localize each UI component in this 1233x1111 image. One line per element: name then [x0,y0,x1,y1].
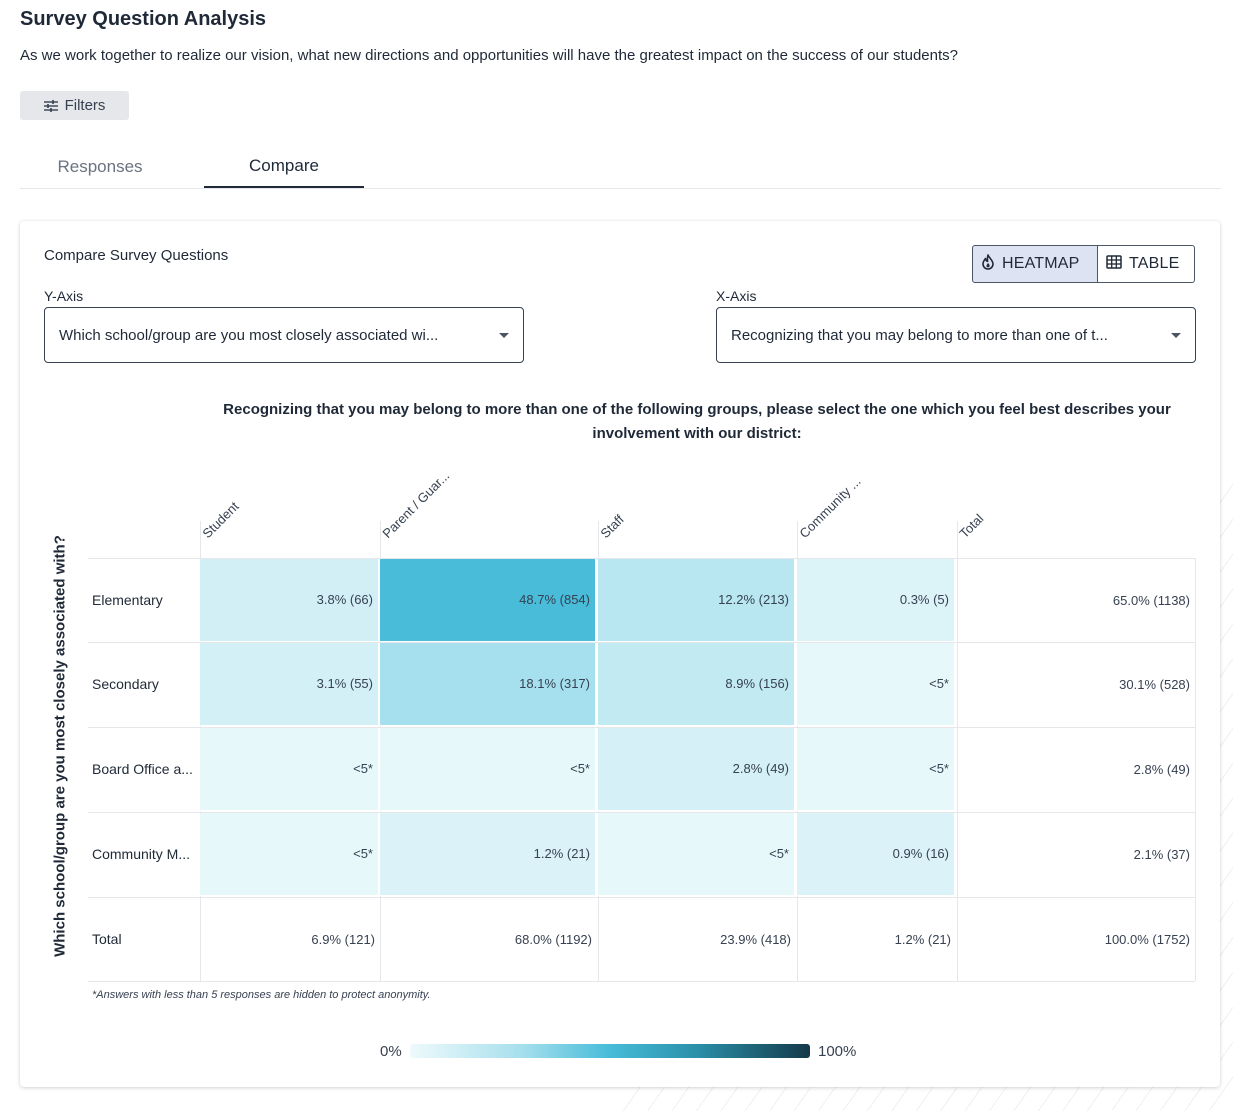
chevron-down-icon [1171,333,1181,338]
tab-bar: Responses Compare [20,146,1221,189]
view-toggle: HEATMAP TABLE [972,245,1195,283]
y-axis-title: Which school/group are you most closely … [51,535,69,957]
survey-question: As we work together to realize our visio… [20,47,958,64]
heatmap-cell[interactable]: 0.9% (16) [797,812,956,896]
heatmap-cell[interactable]: 2.8% (49) [598,727,796,811]
x-axis-value: Recognizing that you may belong to more … [731,326,1108,344]
grid-line [88,981,1195,982]
row-label: Secondary [92,676,159,692]
y-axis-select[interactable]: Which school/group are you most closely … [44,307,524,363]
row-label: Community M... [92,846,191,862]
y-axis-value: Which school/group are you most closely … [59,326,439,344]
flame-icon [981,253,995,275]
heatmap-cell[interactable]: 30.1% (528) [1119,676,1190,692]
table-label: TABLE [1129,255,1180,272]
column-header: Student [199,498,242,541]
heatmap-cell[interactable]: 2.1% (37) [1133,846,1190,862]
heatmap-cell[interactable]: 1.2% (21) [894,931,951,947]
heatmap-cell[interactable]: 68.0% (1192) [514,931,592,947]
table-button[interactable]: TABLE [1098,245,1195,283]
heatmap-cell[interactable]: <5* [598,812,796,896]
compare-card: Compare Survey Questions HEATMAP [20,221,1220,1087]
grid-icon [1106,254,1122,274]
chart-title: Recognizing that you may belong to more … [223,401,1171,442]
column-header: Total [956,510,987,541]
heatmap-cell[interactable]: 3.1% (55) [200,642,380,726]
legend-min-label: 0% [380,1043,402,1060]
sliders-icon [43,99,58,112]
heatmap-cell[interactable]: 48.7% (854) [380,558,597,642]
filters-label: Filters [64,97,106,114]
x-axis-label: X-Axis [716,288,757,304]
heatmap-cell[interactable]: <5* [380,727,597,811]
heatmap-cell[interactable]: <5* [200,812,380,896]
grid-line [88,642,1195,643]
row-label: Elementary [92,592,163,608]
row-label: Total [92,931,122,947]
x-axis-select[interactable]: Recognizing that you may belong to more … [716,307,1196,363]
tab-compare[interactable]: Compare [204,146,364,188]
column-header: Parent / Guar... [379,468,453,541]
compare-title: Compare Survey Questions [44,247,229,264]
filters-button[interactable]: Filters [20,91,129,120]
grid-line [88,558,1195,559]
heatmap-cell[interactable]: 0.3% (5) [797,558,956,642]
legend-max-label: 100% [818,1043,857,1060]
grid-line [88,812,1195,813]
heatmap-cell[interactable]: 100.0% (1752) [1104,931,1190,947]
heatmap-cell[interactable]: 65.0% (1138) [1112,592,1190,608]
grid-line [957,521,958,981]
grid-line [88,727,1195,728]
grid-line [88,897,1195,898]
page-title: Survey Question Analysis [20,8,267,30]
heatmap-cell[interactable]: 3.8% (66) [200,558,380,642]
row-label: Board Office a... [92,761,193,777]
heatmap-cell[interactable]: 6.9% (121) [311,931,375,947]
heatmap-cell[interactable]: 23.9% (418) [720,931,791,947]
heatmap-cell[interactable]: 18.1% (317) [380,642,597,726]
y-axis-label: Y-Axis [44,288,84,304]
heatmap-cell[interactable]: 8.9% (156) [598,642,796,726]
column-header: Community ... [796,473,864,541]
heatmap-cell[interactable]: 2.8% (49) [1133,761,1190,777]
heatmap-cell[interactable]: 1.2% (21) [380,812,597,896]
chevron-down-icon [499,333,509,338]
grid-line [1195,558,1196,981]
heatmap-button[interactable]: HEATMAP [972,245,1098,283]
heatmap-cell[interactable]: <5* [797,642,956,726]
tab-responses[interactable]: Responses [57,156,143,176]
heatmap-cell[interactable]: 12.2% (213) [598,558,796,642]
heatmap-label: HEATMAP [1002,255,1080,272]
heatmap-cell[interactable]: <5* [797,727,956,811]
column-header: Staff [597,511,627,541]
heatmap-cell[interactable]: <5* [200,727,380,811]
anonymity-footnote: *Answers with less than 5 responses are … [92,989,431,1001]
color-scale-bar [410,1044,810,1058]
